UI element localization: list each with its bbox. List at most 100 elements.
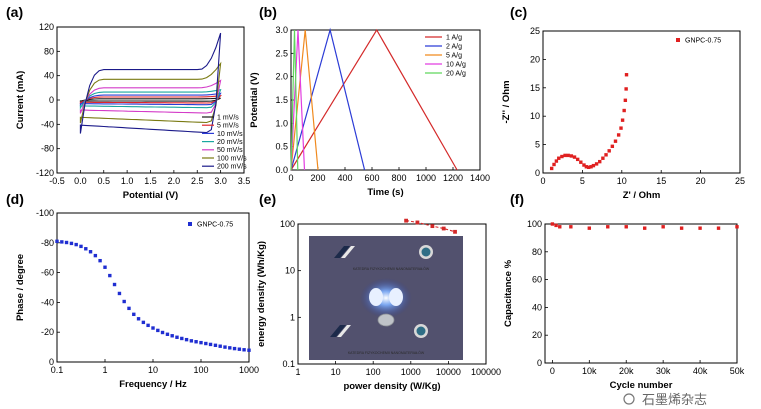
data-point — [232, 346, 237, 351]
data-point — [247, 348, 251, 352]
watermark-text: 石墨烯杂志 — [642, 393, 707, 408]
y-tick-label: 5 — [535, 140, 540, 150]
panel-b: (b) 0 200 400 600 800 1000 1200 1400 0.0 0.5 1.0 1.5… — [249, 4, 490, 198]
x-tick-label: 2.5 — [191, 176, 204, 186]
data-point — [84, 247, 88, 251]
data-point — [69, 241, 74, 246]
cv-series-line — [79, 88, 222, 110]
data-point — [441, 226, 446, 231]
data-point — [563, 153, 567, 158]
data-point — [622, 108, 626, 113]
x-tick-label: 15 — [656, 176, 666, 186]
data-point — [552, 162, 556, 167]
panel-label: (d) — [6, 191, 24, 207]
x-tick-label: 10 — [617, 176, 627, 186]
y-tick-label: -80 — [41, 144, 54, 154]
panel-f: (f) 0 10k 20k 30k 40k 50k 0 20 40 60 80 100 Cycle num… — [503, 191, 745, 391]
data-point — [242, 348, 246, 352]
data-point — [554, 223, 558, 228]
data-point — [170, 334, 174, 338]
legend-entry: 20 mV/s — [217, 139, 243, 146]
data-point — [117, 291, 122, 296]
data-point — [184, 337, 189, 342]
x-tick-label: 30k — [656, 366, 671, 376]
y-tick-label: 0 — [537, 358, 542, 368]
data-point — [415, 220, 420, 225]
data-point — [619, 126, 623, 130]
x-tick-label: 1200 — [443, 173, 463, 183]
data-point — [591, 163, 596, 168]
x-tick-label: 10 — [148, 365, 158, 375]
data-point — [132, 312, 136, 317]
data-point — [122, 299, 126, 304]
panel-label: (a) — [6, 4, 23, 20]
data-point — [55, 239, 59, 244]
data-point — [550, 222, 555, 226]
data-point — [64, 240, 69, 245]
data-point — [93, 253, 98, 258]
y-tick-label: 15 — [530, 83, 540, 93]
data-point — [575, 157, 580, 162]
data-point — [698, 226, 702, 230]
y-tick-label: 2.5 — [275, 48, 288, 58]
data-point — [598, 159, 602, 164]
data-point — [594, 162, 599, 166]
data-point — [60, 240, 64, 244]
data-point — [160, 330, 165, 335]
gcd-series-line — [290, 29, 319, 171]
data-point — [136, 317, 141, 321]
x-tick-label: 3.0 — [214, 176, 227, 186]
data-point — [557, 156, 561, 160]
data-point — [189, 339, 194, 343]
legend-entry: 100 mV/s — [217, 155, 247, 162]
y-tick-label: 0 — [49, 95, 54, 105]
y-axis-label: Current (mA) — [15, 71, 26, 130]
y-tick-label: -20 — [41, 327, 54, 337]
data-point — [98, 258, 102, 263]
x-tick-label: 2.0 — [168, 176, 181, 186]
data-point — [103, 265, 107, 269]
x-tick-label: -0.5 — [49, 176, 65, 186]
x-tick-label: 10000 — [436, 367, 461, 377]
y-tick-label: 60 — [532, 275, 542, 285]
data-point — [141, 320, 146, 325]
x-tick-label: 10 — [331, 367, 341, 377]
panel-label: (c) — [510, 4, 527, 20]
data-point — [430, 224, 435, 229]
data-point — [175, 335, 179, 339]
data-point — [679, 226, 684, 230]
inset-photo-text: KATEDRA FIZYKOCHEMII NANOMATERIAŁÓW — [348, 350, 425, 355]
data-point — [616, 133, 621, 137]
data-point — [606, 225, 610, 229]
x-tick-label: 0 — [550, 366, 555, 376]
x-tick-label: 1 — [295, 367, 300, 377]
x-tick-label: 0.1 — [51, 365, 64, 375]
x-tick-label: 20 — [696, 176, 706, 186]
legend-entry: 5 mV/s — [217, 123, 239, 130]
data-point — [613, 139, 618, 143]
data-point — [228, 346, 232, 350]
y-tick-label: 10 — [530, 111, 540, 121]
gcd-series-line — [290, 29, 306, 171]
gcd-series-line — [290, 28, 458, 171]
y-axis-label: Potential (V) — [249, 72, 260, 127]
data-point — [88, 250, 93, 254]
y-tick-label: 80 — [532, 247, 542, 257]
y-tick-label: 3.0 — [275, 25, 288, 35]
y-tick-label: 100 — [527, 219, 542, 229]
x-tick-label: 40k — [693, 366, 708, 376]
data-point — [218, 344, 222, 348]
y-tick-label: 10 — [285, 266, 295, 276]
y-tick-label: 120 — [39, 22, 54, 32]
data-point — [165, 332, 170, 336]
x-tick-label: 1000 — [239, 365, 259, 375]
x-tick-label: 600 — [364, 173, 379, 183]
legend-swatch — [188, 222, 192, 226]
x-tick-label: 20k — [619, 366, 634, 376]
panel-a: (a) -0.5 0.0 0.5 1.0 1.5 2.0 2.5 3.0 3.5 -120 -80 -4… — [6, 4, 250, 201]
data-point — [208, 342, 213, 347]
y-axis-label: Phase / degree — [15, 254, 26, 321]
x-tick-label: 50k — [730, 366, 745, 376]
y-tick-label: 0 — [535, 168, 540, 178]
x-tick-label: 0 — [540, 176, 545, 186]
